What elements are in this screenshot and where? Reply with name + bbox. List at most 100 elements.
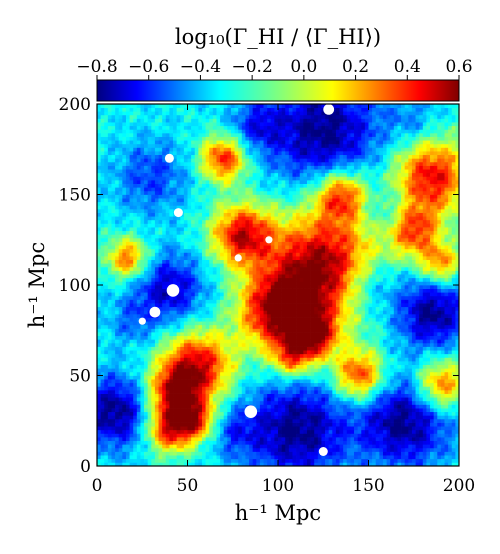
heatmap-cell [372,441,376,445]
heatmap-cell [151,368,155,372]
heatmap-cell [235,332,239,336]
heatmap-cell [329,444,333,448]
heatmap-cell [369,372,373,376]
heatmap-cell [347,307,351,311]
heatmap-cell [434,423,438,427]
heatmap-cell [423,325,427,329]
heatmap-cell [260,347,264,351]
heatmap-cell [390,368,394,372]
heatmap-cell [372,390,376,394]
heatmap-cell [314,426,318,430]
heatmap-cell [390,292,394,296]
heatmap-cell [300,401,304,405]
heatmap-cell [303,332,307,336]
heatmap-cell [137,390,141,394]
heatmap-cell [430,336,434,340]
heatmap-cell [448,343,452,347]
heatmap-cell [379,441,383,445]
heatmap-cell [195,368,199,372]
heatmap-cell [412,372,416,376]
heatmap-cell [336,354,340,358]
heatmap-cell [227,357,231,361]
heatmap-cell [238,336,242,340]
heatmap-cell [401,415,405,419]
heatmap-cell [405,321,409,325]
heatmap-cell [430,350,434,354]
heatmap-cell [434,448,438,452]
heatmap-cell [188,361,192,365]
heatmap-cell [311,412,315,416]
heatmap-cell [314,437,318,441]
heatmap-cell [318,303,322,307]
heatmap-cell [419,452,423,456]
heatmap-cell [296,357,300,361]
heatmap-cell [441,426,445,430]
heatmap-cell [448,379,452,383]
heatmap-cell [394,448,398,452]
heatmap-cell [448,325,452,329]
heatmap-cell [108,343,112,347]
heatmap-cell [416,444,420,448]
heatmap-cell [311,390,315,394]
heatmap-cell [358,386,362,390]
heatmap-cell [452,339,456,343]
heatmap-cell [401,383,405,387]
heatmap-cell [162,430,166,434]
heatmap-cell [227,339,231,343]
heatmap-cell [350,383,354,387]
heatmap-cell [162,448,166,452]
heatmap-cell [419,318,423,322]
heatmap-cell [278,408,282,412]
heatmap-cell [325,441,329,445]
heatmap-cell [245,437,249,441]
heatmap-cell [235,299,239,303]
heatmap-cell [242,401,246,405]
heatmap-cell [111,426,115,430]
heatmap-cell [340,314,344,318]
heatmap-cell [227,343,231,347]
heatmap-cell [303,328,307,332]
heatmap-cell [303,303,307,307]
heatmap-cell [180,452,184,456]
heatmap-cell [202,289,206,293]
heatmap-cell [372,379,376,383]
heatmap-cell [111,437,115,441]
heatmap-cell [260,307,264,311]
heatmap-cell [379,307,383,311]
heatmap-cell [260,390,264,394]
heatmap-cell [408,299,412,303]
heatmap-cell [394,347,398,351]
heatmap-cell [311,336,315,340]
heatmap-cell [452,455,456,459]
heatmap-cell [289,336,293,340]
heatmap-cell [303,441,307,445]
heatmap-cell [445,379,449,383]
heatmap-cell [260,318,264,322]
heatmap-cell [354,307,358,311]
heatmap-cell [289,318,293,322]
heatmap-cell [155,368,159,372]
heatmap-cell [321,307,325,311]
heatmap-cell [430,296,434,300]
heatmap-cell [202,350,206,354]
heatmap-cell [227,459,231,463]
heatmap-cell [271,408,275,412]
heatmap-cell [390,361,394,365]
heatmap-cell [358,452,362,456]
heatmap-cell [325,390,329,394]
heatmap-cell [397,444,401,448]
heatmap-cell [289,412,293,416]
heatmap-cell [314,415,318,419]
heatmap-cell [350,303,354,307]
heatmap-cell [224,339,228,343]
heatmap-cell [292,321,296,325]
heatmap-cell [401,401,405,405]
heatmap-cell [390,412,394,416]
heatmap-cell [159,459,163,463]
heatmap-cell [245,292,249,296]
heatmap-cell [267,376,271,380]
heatmap-cell [361,299,365,303]
heatmap-cell [390,415,394,419]
heatmap-cell [249,379,253,383]
heatmap-cell [101,299,105,303]
